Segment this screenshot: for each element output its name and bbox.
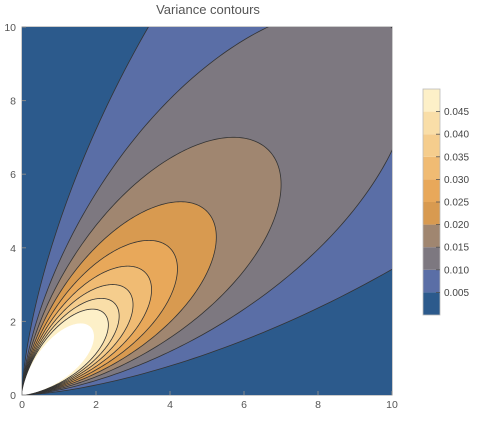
contour-line-0.020 [22, 201, 217, 395]
colorbar-segment [423, 179, 440, 202]
x-tick-label: 8 [315, 399, 321, 411]
colorbar-segment [423, 247, 440, 270]
unplotted-region [22, 323, 94, 395]
contour-line-0.035 [22, 284, 134, 395]
y-tick-label: 2 [10, 316, 16, 328]
axes: 0 2 4 6 8 10 0 2 4 6 8 10 [4, 22, 398, 411]
colorbar-segment [423, 134, 440, 157]
y-tick-label: 6 [10, 169, 16, 181]
colorbar-segment [423, 269, 440, 293]
colorbar-tick-label: 0.035 [444, 152, 469, 163]
x-tick-label: 6 [241, 399, 247, 411]
colorbar-segment [423, 224, 440, 248]
colorbar-segment [423, 292, 440, 315]
y-tick-label: 10 [4, 22, 16, 34]
x-tick-label: 0 [19, 399, 25, 411]
x-tick-label: 10 [386, 399, 398, 411]
colorbar-tick-label: 0.030 [444, 175, 469, 186]
contour-line-0.030 [22, 265, 152, 395]
colorbar-tick-label: 0.025 [444, 198, 469, 209]
chart-title: Variance contours [156, 2, 260, 17]
colorbar-tick-label: 0.045 [444, 107, 469, 118]
contour-lines [22, 27, 392, 395]
y-tick-label: 0 [10, 390, 16, 402]
colorbar-segment [423, 202, 440, 225]
contour-line-0.015 [22, 136, 282, 395]
colorbar-tick-label: 0.040 [444, 130, 469, 141]
colorbar-tick-label: 0.010 [444, 265, 469, 276]
contour-line-0.045 [22, 308, 109, 395]
contour-line-0.040 [22, 297, 120, 395]
x-tick-label: 4 [167, 399, 173, 411]
colorbar-segment [423, 89, 440, 112]
colorbar-tick-label: 0.020 [444, 220, 469, 231]
colorbar-tick-label: 0.015 [444, 243, 469, 254]
colorbar-segment [423, 156, 440, 180]
y-tick-label: 4 [10, 243, 16, 255]
colorbar-tick-label: 0.005 [444, 288, 469, 299]
colorbar: 0.005 0.010 0.015 0.020 0.025 0.030 0.035 0.040… [422, 88, 469, 316]
contour-line-0.025 [22, 239, 178, 395]
contour-line-0.005 [22, 27, 392, 395]
contour-line-0.010 [22, 27, 392, 395]
y-tick-label: 8 [10, 96, 16, 108]
colorbar-segment [423, 111, 440, 135]
x-tick-label: 2 [93, 399, 99, 411]
